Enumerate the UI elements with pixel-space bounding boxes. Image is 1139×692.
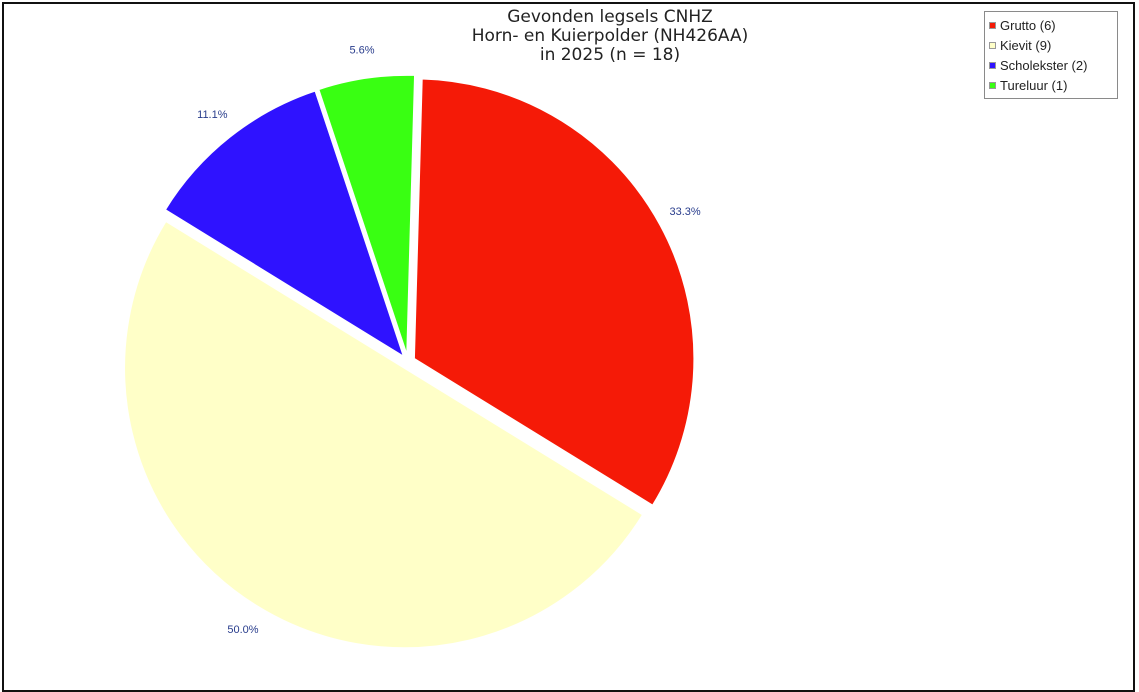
pie-slice-tureluur [317,74,416,356]
legend-label-kievit: Kievit (9) [1000,37,1052,53]
legend-label-tureluur: Tureluur (1) [1000,77,1068,93]
legend-swatch-grutto [989,21,996,29]
chart-legend: Grutto (6) Kievit (9) Scholekster (2) Tu… [984,11,1118,99]
legend-item-kievit: Kievit (9) [989,35,1113,55]
legend-swatch-kievit [989,41,996,49]
pie-label-grutto: 33.3% [669,206,700,218]
pie-label-kievit: 50.0% [227,624,258,636]
pie-label-tureluur: 5.6% [349,44,374,56]
chart-title-line-2: Horn- en Kuierpolder (NH426AA) [471,26,749,46]
chart-title-line-3: in 2025 (n = 18) [539,45,681,65]
pie-slice-grutto [413,78,695,507]
legend-item-grutto: Grutto (6) [989,15,1113,35]
pie-slice-kievit [123,220,644,649]
chart-title: Gevonden legsels CNHZ Horn- en Kuierpold… [450,8,770,65]
pie-slice-scholekster [164,89,406,359]
chart-title-line-1: Gevonden legsels CNHZ [507,7,713,27]
pie-label-scholekster: 11.1% [197,109,228,121]
legend-item-scholekster: Scholekster (2) [989,55,1113,75]
legend-label-grutto: Grutto (6) [1000,17,1056,33]
legend-item-tureluur: Tureluur (1) [989,75,1113,95]
legend-swatch-tureluur [989,81,996,89]
legend-label-scholekster: Scholekster (2) [1000,57,1088,73]
legend-swatch-scholekster [989,61,996,69]
